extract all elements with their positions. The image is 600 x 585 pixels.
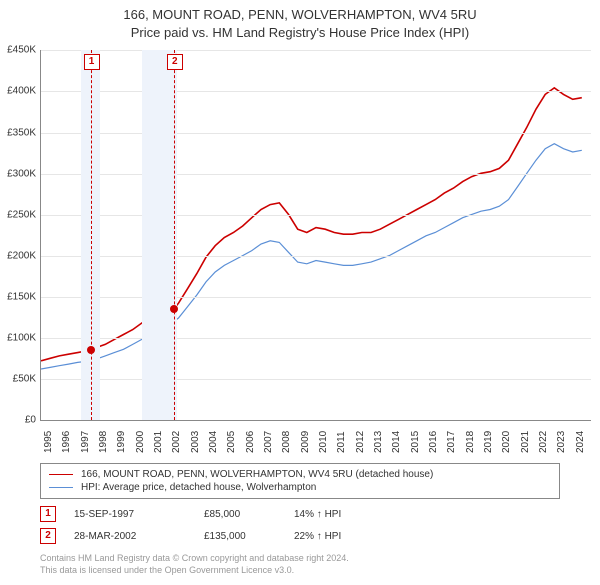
attribution-line1: Contains HM Land Registry data © Crown c… — [40, 553, 560, 565]
x-tick-label: 2000 — [135, 431, 146, 453]
marker-dot — [170, 305, 178, 313]
y-tick-label: £100K — [7, 333, 36, 344]
footer-row: 1 15-SEP-1997£85,00014% ↑ HPI — [40, 503, 560, 525]
gridline — [41, 215, 591, 216]
x-tick-label: 2012 — [355, 431, 366, 453]
x-tick-label: 1995 — [43, 431, 54, 453]
x-tick-label: 2002 — [171, 431, 182, 453]
y-tick-label: £250K — [7, 209, 36, 220]
legend-label: HPI: Average price, detached house, Wolv… — [81, 482, 316, 493]
legend-row: HPI: Average price, detached house, Wolv… — [49, 481, 551, 494]
footer-pct: 14% ↑ HPI — [294, 509, 384, 520]
gridline — [41, 379, 591, 380]
gridline — [41, 174, 591, 175]
gridline — [41, 256, 591, 257]
legend-box: 166, MOUNT ROAD, PENN, WOLVERHAMPTON, WV… — [40, 463, 560, 499]
x-tick-label: 2003 — [190, 431, 201, 453]
plot-area: 12 — [40, 50, 591, 421]
x-tick-label: 2007 — [263, 431, 274, 453]
gridline — [41, 297, 591, 298]
marker-box: 2 — [167, 54, 183, 70]
x-tick-label: 2022 — [538, 431, 549, 453]
marker-dot — [87, 346, 95, 354]
x-tick-label: 2009 — [300, 431, 311, 453]
y-tick-label: £150K — [7, 292, 36, 303]
y-tick-label: £400K — [7, 86, 36, 97]
title-block: 166, MOUNT ROAD, PENN, WOLVERHAMPTON, WV… — [0, 0, 600, 42]
x-tick-label: 2021 — [520, 431, 531, 453]
gridline — [41, 133, 591, 134]
footer-date: 28-MAR-2002 — [74, 531, 204, 542]
x-tick-label: 2006 — [245, 431, 256, 453]
x-tick-label: 2016 — [428, 431, 439, 453]
marker-vline — [174, 50, 175, 420]
x-tick-label: 2005 — [226, 431, 237, 453]
legend-swatch — [49, 474, 73, 475]
footer-row: 2 28-MAR-2002£135,00022% ↑ HPI — [40, 525, 560, 547]
gridline — [41, 338, 591, 339]
series-price_paid — [41, 88, 582, 361]
y-tick-label: £300K — [7, 168, 36, 179]
x-tick-label: 2018 — [465, 431, 476, 453]
footer-marker-box: 1 — [40, 506, 56, 522]
attribution-line2: This data is licensed under the Open Gov… — [40, 565, 560, 577]
y-tick-label: £200K — [7, 250, 36, 261]
footer-date: 15-SEP-1997 — [74, 509, 204, 520]
footer-marker-box: 2 — [40, 528, 56, 544]
x-tick-label: 2011 — [336, 432, 347, 454]
y-tick-label: £0 — [25, 415, 36, 426]
x-tick-label: 2015 — [410, 431, 421, 453]
legend-swatch — [49, 487, 73, 488]
x-tick-label: 2014 — [391, 431, 402, 453]
footer-price: £135,000 — [204, 531, 294, 542]
marker-vline — [91, 50, 92, 420]
line-svg — [41, 50, 591, 420]
legend-label: 166, MOUNT ROAD, PENN, WOLVERHAMPTON, WV… — [81, 469, 433, 480]
title-address: 166, MOUNT ROAD, PENN, WOLVERHAMPTON, WV… — [0, 6, 600, 24]
x-tick-label: 2023 — [556, 431, 567, 453]
marker-box: 1 — [84, 54, 100, 70]
x-tick-label: 2010 — [318, 431, 329, 453]
x-tick-label: 2008 — [281, 431, 292, 453]
x-tick-label: 2017 — [446, 431, 457, 453]
x-tick-label: 2001 — [153, 431, 164, 453]
x-axis-labels: 1995 1996 1997 1998 1999 2000 2001 2002 2003 2004… — [40, 421, 590, 457]
footer-pct: 22% ↑ HPI — [294, 531, 384, 542]
x-tick-label: 1997 — [80, 431, 91, 453]
gridline — [41, 91, 591, 92]
footer-price: £85,000 — [204, 509, 294, 520]
plot-wrap: 12 1995199619971998199920002001200220032… — [40, 50, 590, 457]
chart-container: 166, MOUNT ROAD, PENN, WOLVERHAMPTON, WV… — [0, 0, 600, 577]
x-tick-label: 1996 — [61, 431, 72, 453]
y-tick-label: £350K — [7, 127, 36, 138]
y-tick-label: £50K — [13, 374, 36, 385]
x-tick-label: 2020 — [501, 431, 512, 453]
attribution: Contains HM Land Registry data © Crown c… — [40, 553, 560, 576]
x-tick-label: 1999 — [116, 431, 127, 453]
x-tick-label: 2019 — [483, 431, 494, 453]
title-subtitle: Price paid vs. HM Land Registry's House … — [0, 24, 600, 42]
x-tick-label: 2024 — [575, 431, 586, 453]
x-tick-label: 2013 — [373, 431, 384, 453]
highlight-band — [142, 50, 177, 420]
y-tick-label: £450K — [7, 45, 36, 56]
x-tick-label: 1998 — [98, 431, 109, 453]
marker-footer: 1 15-SEP-1997£85,00014% ↑ HPI 2 28-MAR-2002… — [40, 503, 560, 547]
gridline — [41, 50, 591, 51]
x-tick-label: 2004 — [208, 431, 219, 453]
legend-row: 166, MOUNT ROAD, PENN, WOLVERHAMPTON, WV… — [49, 468, 551, 481]
